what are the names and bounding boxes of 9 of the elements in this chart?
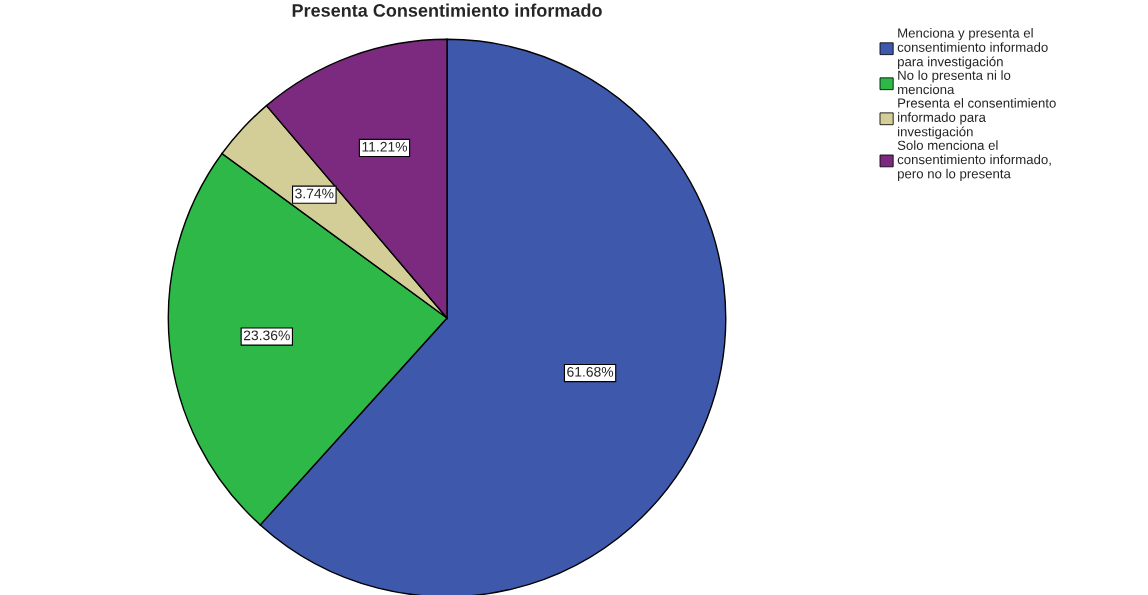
- data-label: 3.74%: [295, 188, 334, 199]
- legend-label: Presenta el consentimiento informado para investigación: [898, 98, 1056, 139]
- legend-label: No lo presenta ni lo menciona: [898, 70, 1011, 95]
- data-label: 11.21%: [362, 141, 408, 152]
- data-label: 23.36%: [243, 330, 290, 341]
- chart-title: Presenta Consentimiento informado: [292, 3, 602, 17]
- legend-label: Solo menciona el consentimiento informado, pero no lo presenta: [897, 140, 1051, 182]
- legend-label: Menciona y presenta el consentimiento informado para investigación: [897, 28, 1048, 69]
- data-label: 61.68%: [567, 366, 614, 377]
